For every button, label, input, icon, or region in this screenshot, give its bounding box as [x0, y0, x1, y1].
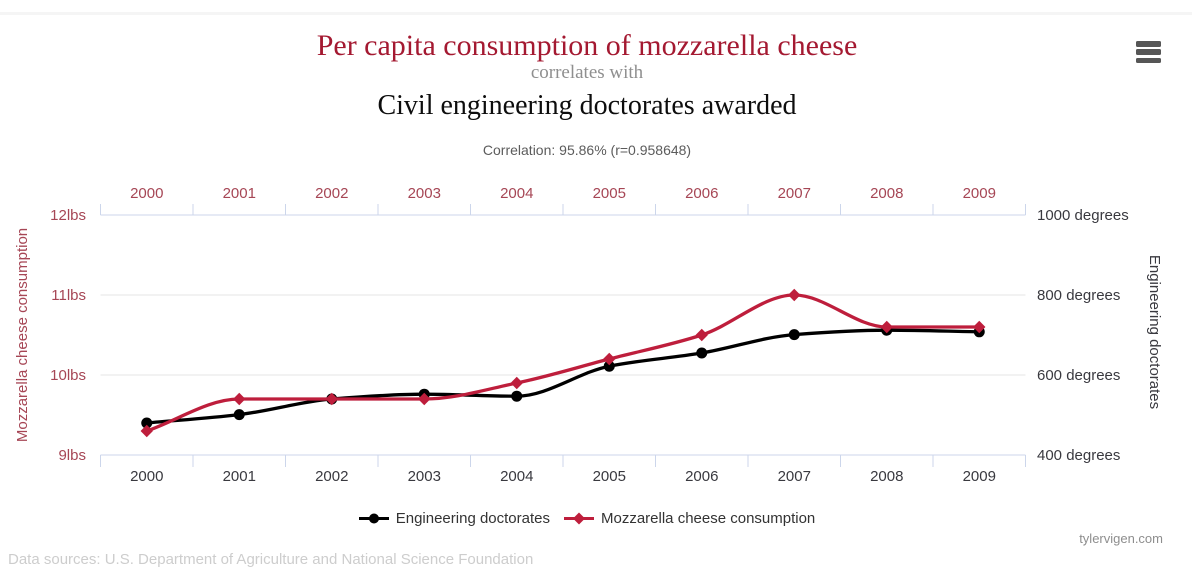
x-axis-bottom-label: 2002: [315, 468, 348, 485]
legend-marker-diamond-icon: [564, 512, 594, 524]
y-axis-left-title: Mozzarella cheese consumption: [14, 228, 31, 442]
x-axis-top-label: 2003: [408, 185, 441, 202]
chart-title-red: Per capita consumption of mozzarella che…: [316, 29, 858, 62]
data-sources-text: Data sources: U.S. Department of Agricul…: [8, 551, 534, 568]
y-axis-left-label: 11lbs: [51, 287, 86, 304]
marker-engineering-doctorates-2001[interactable]: [233, 409, 245, 421]
marker-engineering-doctorates-2005[interactable]: [603, 360, 615, 372]
marker-mozzarella-cheese-consumption-2005[interactable]: [603, 352, 616, 366]
y-axis-right-label: 800 degrees: [1037, 287, 1120, 304]
legend-item-engineering-doctorates[interactable]: Engineering doctorates: [358, 509, 550, 527]
y-axis-left-label: 9lbs: [58, 447, 86, 464]
legend-label: Engineering doctorates: [395, 509, 550, 527]
x-axis-bottom-label: 2005: [593, 468, 626, 485]
x-axis-bottom-label: 2001: [223, 468, 256, 485]
marker-engineering-doctorates-2007[interactable]: [788, 329, 800, 341]
marker-mozzarella-cheese-consumption-2008[interactable]: [880, 320, 893, 334]
site-credit-text: tylervigen.com: [1079, 531, 1163, 546]
x-axis-top-label: 2000: [130, 185, 163, 202]
series-line-mozzarella-cheese-consumption: [145, 293, 981, 433]
marker-engineering-doctorates-2000[interactable]: [141, 417, 153, 429]
context-menu-button[interactable]: [1136, 41, 1161, 63]
y-axis-right-title: Engineering doctorates: [1146, 255, 1163, 409]
y-axis-right-label: 600 degrees: [1037, 367, 1120, 384]
hamburger-icon: [1136, 49, 1161, 55]
chart-legend: Engineering doctorates Mozzarella cheese…: [0, 507, 1174, 529]
x-axis-top-label: 2004: [500, 185, 533, 202]
x-axis-top-label: 2002: [315, 185, 348, 202]
marker-mozzarella-cheese-consumption-2002[interactable]: [325, 392, 338, 406]
x-axis-bottom-label: 2000: [130, 468, 163, 485]
series-line-engineering-doctorates: [145, 328, 981, 425]
chart-title-connector: correlates with: [530, 62, 644, 83]
y-axis-left-label: 12lbs: [50, 207, 86, 224]
x-axis-bottom-label: 2003: [408, 468, 441, 485]
x-axis-bottom-label: 2007: [778, 468, 811, 485]
x-axis-top-label: 2009: [963, 185, 996, 202]
marker-engineering-doctorates-2004[interactable]: [511, 390, 523, 402]
marker-mozzarella-cheese-consumption-2004[interactable]: [510, 376, 523, 390]
x-axis-top-label: 2005: [593, 185, 626, 202]
x-axis-top-label: 2007: [778, 185, 811, 202]
legend-label: Mozzarella cheese consumption: [601, 509, 816, 527]
x-axis-top-label: 2008: [870, 185, 903, 202]
marker-mozzarella-cheese-consumption-2006[interactable]: [695, 328, 708, 342]
x-axis-top-label: 2006: [685, 185, 718, 202]
marker-mozzarella-cheese-consumption-2003[interactable]: [418, 392, 431, 406]
marker-mozzarella-cheese-consumption-2001[interactable]: [233, 392, 246, 406]
legend-marker-circle-icon: [358, 513, 389, 523]
legend-item-mozzarella-cheese-consumption[interactable]: Mozzarella cheese consumption: [564, 510, 815, 527]
marker-mozzarella-cheese-consumption-2000[interactable]: [140, 424, 153, 438]
x-axis-bottom-label: 2006: [685, 468, 718, 485]
x-axis-top-label: 2001: [223, 185, 256, 202]
x-axis-bottom-label: 2008: [870, 468, 903, 485]
correlation-text: Correlation: 95.86% (r=0.958648): [482, 142, 692, 158]
marker-engineering-doctorates-2006[interactable]: [696, 347, 708, 359]
marker-mozzarella-cheese-consumption-2007[interactable]: [788, 288, 801, 302]
x-axis-bottom-label: 2004: [500, 468, 533, 485]
top-divider: [0, 12, 1192, 15]
y-axis-left-label: 10lbs: [50, 367, 86, 384]
hamburger-icon: [1136, 57, 1161, 63]
marker-mozzarella-cheese-consumption-2009[interactable]: [973, 320, 986, 334]
chart-title-black: Civil engineering doctorates awarded: [377, 90, 797, 121]
y-axis-right-label: 1000 degrees: [1037, 207, 1129, 224]
x-axis-bottom-label: 2009: [963, 468, 996, 485]
hamburger-icon: [1136, 41, 1161, 47]
y-axis-right-label: 400 degrees: [1037, 447, 1120, 464]
